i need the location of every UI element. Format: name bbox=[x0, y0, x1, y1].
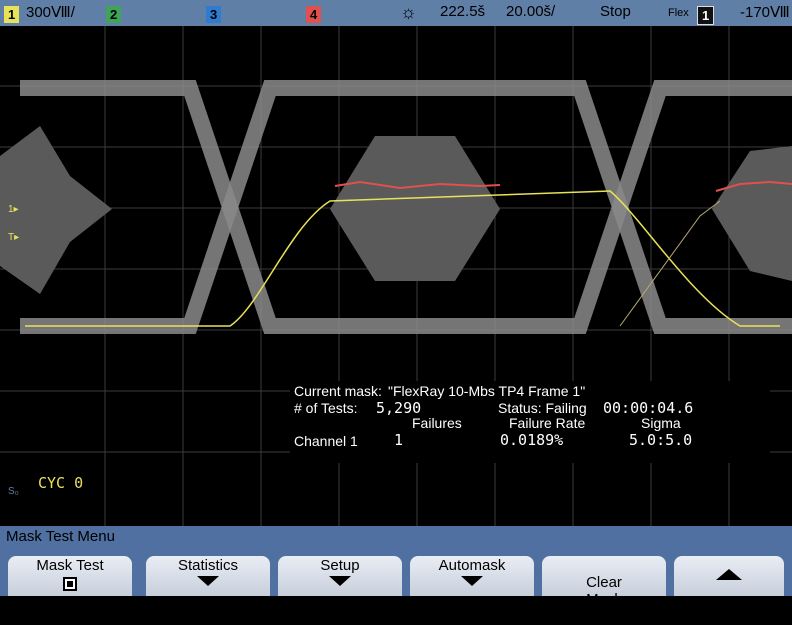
trigger-marker[interactable]: T▸ bbox=[8, 232, 20, 243]
setup-label: Setup bbox=[320, 557, 360, 574]
clear-mask-softkey[interactable]: Clear Mask bbox=[542, 556, 666, 608]
arrow-down-icon bbox=[329, 576, 351, 586]
checkbox-icon bbox=[63, 577, 77, 591]
trigger-level: -170Ⅷ bbox=[740, 4, 790, 21]
ch1-ground-marker[interactable]: 1▸ bbox=[8, 204, 19, 215]
ch1-number-chip: 1 bbox=[4, 6, 20, 23]
mask-right bbox=[712, 146, 792, 281]
trigger-channel-chip: 1 bbox=[697, 6, 715, 25]
elapsed-time: 00:00:04.6 bbox=[603, 399, 694, 417]
statistics-softkey[interactable]: Statistics bbox=[146, 556, 270, 596]
mask-left bbox=[0, 126, 112, 294]
tests-value: 5,290 bbox=[376, 399, 422, 417]
mask-stats-panel: Current mask: "FlexRay 10-Mbs TP4 Frame … bbox=[290, 381, 770, 463]
run-state[interactable]: Stop bbox=[600, 3, 631, 20]
previous-menu-softkey[interactable] bbox=[674, 556, 784, 596]
clear-mask-label: Clear Mask bbox=[586, 574, 622, 608]
waveform-display[interactable]: 1▸ T▸ S₀ CYC 0 Current mask: "FlexRay 10… bbox=[0, 26, 792, 526]
current-mask-label: Current mask: bbox=[294, 383, 382, 399]
channel-label: Channel 1 bbox=[294, 433, 358, 449]
time-scale: 20.00š/ bbox=[506, 3, 556, 20]
ch1-trace bbox=[25, 190, 780, 327]
ch2-number-chip: 2 bbox=[106, 6, 122, 23]
current-mask-value: "FlexRay 10-Mbs TP4 Frame 1" bbox=[388, 383, 586, 399]
cycle-label: CYC 0 bbox=[38, 474, 84, 492]
time-delay: 222.5š bbox=[440, 3, 486, 20]
trigger-source-label: Flex bbox=[668, 7, 689, 19]
waveform-svg bbox=[0, 26, 792, 526]
s-marker: S₀ bbox=[8, 486, 19, 497]
automask-label: Automask bbox=[438, 557, 506, 574]
softkey-menu: Mask Test Menu Mask Test Statistics Setu… bbox=[0, 526, 792, 608]
arrow-up-icon bbox=[716, 569, 742, 580]
secondary-trace bbox=[619, 200, 721, 327]
mask-test-softkey[interactable]: Mask Test bbox=[8, 556, 132, 596]
automask-softkey[interactable]: Automask bbox=[410, 556, 534, 596]
failures-header: Failures bbox=[412, 415, 462, 431]
mask-center bbox=[330, 136, 500, 281]
status-bar: 1 300Ⅷ/ 2 3 4 ☼ 222.5š 20.00š/ Stop Flex… bbox=[0, 0, 792, 26]
status-label: Status: Failing bbox=[498, 400, 587, 416]
arrow-down-icon bbox=[197, 576, 219, 586]
failure-trace-center bbox=[334, 180, 501, 190]
sigma-value: 5.0:5.0 bbox=[629, 431, 693, 449]
ch4-number-chip: 4 bbox=[306, 6, 322, 23]
failures-value: 1 bbox=[394, 431, 404, 449]
mask-regions bbox=[0, 126, 792, 294]
sigma-header: Sigma bbox=[641, 415, 681, 431]
ch3-number-chip: 3 bbox=[206, 6, 222, 23]
mask-test-label: Mask Test bbox=[36, 557, 104, 574]
arrow-down-icon bbox=[461, 576, 483, 586]
failure-rate-value: 0.0189% bbox=[500, 431, 564, 449]
tests-label: # of Tests: bbox=[294, 400, 358, 416]
sun-trigger-icon: ☼ bbox=[400, 2, 417, 22]
ch1-scale: 300Ⅷ/ bbox=[26, 4, 75, 21]
menu-title: Mask Test Menu bbox=[6, 528, 115, 545]
statistics-label: Statistics bbox=[177, 557, 238, 574]
setup-softkey[interactable]: Setup bbox=[278, 556, 402, 596]
failure-trace-right bbox=[715, 180, 792, 192]
failure-rate-header: Failure Rate bbox=[509, 415, 586, 431]
